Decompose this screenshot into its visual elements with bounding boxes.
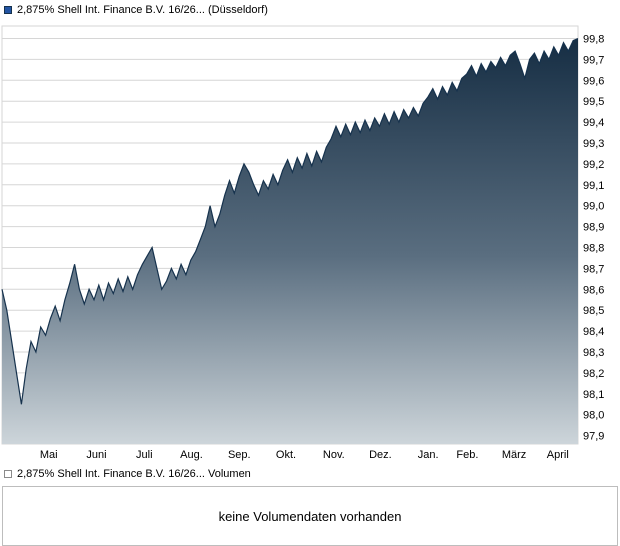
svg-text:98,0: 98,0: [583, 410, 604, 422]
svg-text:99,5: 99,5: [583, 96, 604, 108]
svg-text:Juli: Juli: [136, 449, 153, 461]
volume-legend: 2,875% Shell Int. Finance B.V. 16/26... …: [0, 464, 620, 484]
svg-text:99,2: 99,2: [583, 159, 604, 171]
svg-text:99,4: 99,4: [583, 117, 604, 129]
svg-text:98,6: 98,6: [583, 284, 604, 296]
svg-text:Feb.: Feb.: [456, 449, 478, 461]
svg-text:98,8: 98,8: [583, 243, 604, 255]
price-legend: 2,875% Shell Int. Finance B.V. 16/26... …: [0, 0, 620, 20]
svg-text:Sep.: Sep.: [228, 449, 251, 461]
svg-text:99,1: 99,1: [583, 180, 604, 192]
svg-text:98,1: 98,1: [583, 389, 604, 401]
svg-text:98,4: 98,4: [583, 326, 604, 338]
price-area: [2, 38, 578, 444]
svg-text:99,8: 99,8: [583, 34, 604, 46]
svg-text:Jan.: Jan.: [418, 449, 439, 461]
svg-text:99,7: 99,7: [583, 54, 604, 66]
svg-text:97,9: 97,9: [583, 431, 604, 443]
svg-text:98,2: 98,2: [583, 368, 604, 380]
svg-text:98,5: 98,5: [583, 305, 604, 317]
svg-text:März: März: [502, 449, 526, 461]
svg-text:April: April: [547, 449, 569, 461]
svg-text:Mai: Mai: [40, 449, 58, 461]
price-chart-svg[interactable]: 99,8 99,7 99,6 99,5 99,4 99,3 99,2 99,1 99,0 98,9…: [0, 20, 620, 464]
svg-text:98,3: 98,3: [583, 347, 604, 359]
price-line: [1, 37, 579, 405]
volume-series-label: 2,875% Shell Int. Finance B.V. 16/26... …: [17, 468, 251, 480]
svg-text:99,6: 99,6: [583, 75, 604, 87]
svg-text:99,0: 99,0: [583, 201, 604, 213]
svg-text:98,7: 98,7: [583, 263, 604, 275]
y-axis-labels: 99,8 99,7 99,6 99,5 99,4 99,3 99,2 99,1 99,0 98,9…: [583, 34, 604, 443]
svg-text:Nov.: Nov.: [323, 449, 345, 461]
svg-text:Dez.: Dez.: [369, 449, 392, 461]
svg-text:Aug.: Aug.: [180, 449, 203, 461]
svg-text:Juni: Juni: [86, 449, 106, 461]
volume-series-marker: [4, 470, 12, 478]
x-axis-labels: Mai Juni Juli Aug. Sep. Okt. Nov. Dez. Jan. Feb. M…: [40, 449, 569, 461]
price-series-label: 2,875% Shell Int. Finance B.V. 16/26... …: [17, 4, 268, 16]
no-volume-message: keine Volumendaten vorhanden: [218, 508, 402, 524]
svg-text:Okt.: Okt.: [276, 449, 296, 461]
svg-text:99,3: 99,3: [583, 138, 604, 150]
price-chart[interactable]: 99,8 99,7 99,6 99,5 99,4 99,3 99,2 99,1 99,0 98,9…: [0, 20, 620, 464]
price-series-marker: [4, 6, 12, 14]
svg-text:98,9: 98,9: [583, 222, 604, 234]
volume-panel: keine Volumendaten vorhanden: [2, 486, 618, 546]
